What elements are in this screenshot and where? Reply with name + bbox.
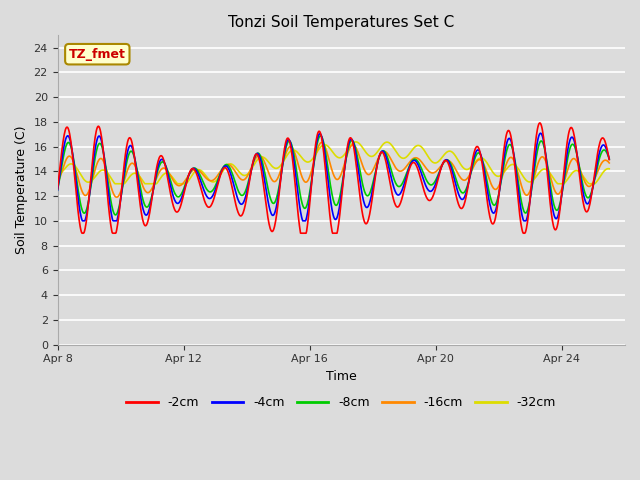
Y-axis label: Soil Temperature (C): Soil Temperature (C)	[15, 126, 28, 254]
Title: Tonzi Soil Temperatures Set C: Tonzi Soil Temperatures Set C	[228, 15, 454, 30]
X-axis label: Time: Time	[326, 370, 356, 383]
Text: TZ_fmet: TZ_fmet	[69, 48, 125, 60]
Legend: -2cm, -4cm, -8cm, -16cm, -32cm: -2cm, -4cm, -8cm, -16cm, -32cm	[122, 391, 561, 414]
